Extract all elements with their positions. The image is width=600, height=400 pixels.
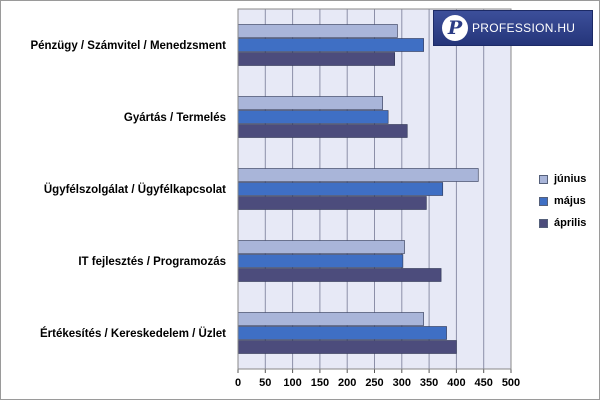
legend-item-aprilis: április — [539, 212, 599, 234]
profession-hu-logo: P PROFESSION.HU — [433, 10, 593, 46]
plot-border — [237, 8, 512, 370]
category-label: Értékesítés / Kereskedelem / Üzlet — [40, 327, 226, 340]
x-tick-label: 450 — [475, 377, 493, 389]
category-label: IT fejlesztés / Programozás — [78, 256, 226, 268]
category-label: Gyártás / Termelés — [124, 112, 226, 124]
logo-p-icon: P — [442, 15, 468, 41]
bar — [237, 38, 424, 52]
bar — [237, 24, 398, 38]
bar — [237, 182, 444, 196]
bar — [237, 196, 427, 210]
category-label: Ügyfélszolgálat / Ügyfélkapcsolat — [44, 183, 226, 196]
bar — [237, 52, 396, 66]
bar — [237, 340, 457, 354]
x-tick-label: 350 — [420, 377, 438, 389]
bar — [237, 268, 442, 282]
x-tick-label: 300 — [393, 377, 411, 389]
x-tick-label: 200 — [338, 377, 356, 389]
x-tick-label: 100 — [283, 377, 301, 389]
legend: június május április — [539, 168, 599, 234]
x-tick-label: 150 — [311, 377, 329, 389]
legend-item-majus: május — [539, 190, 599, 212]
bar — [237, 110, 389, 124]
legend-swatch — [539, 196, 548, 206]
bar — [237, 168, 479, 182]
category-labels: Pénzügy / Számvitel / Menedzsment Gyártás… — [30, 40, 226, 340]
bar — [237, 326, 447, 340]
legend-item-junius: június — [539, 168, 599, 190]
bar — [237, 312, 424, 326]
legend-label: április — [554, 217, 587, 229]
x-tick-label: 250 — [365, 377, 383, 389]
logo-text: PROFESSION.HU — [472, 21, 576, 35]
legend-label: május — [554, 195, 586, 207]
legend-swatch — [539, 174, 548, 184]
x-tick-label: 400 — [447, 377, 465, 389]
bar — [237, 124, 408, 138]
category-label: Pénzügy / Számvitel / Menedzsment — [30, 40, 226, 52]
x-tick-label: 500 — [502, 377, 520, 389]
x-tick-label: 50 — [259, 377, 271, 389]
bar — [237, 254, 404, 268]
bars — [237, 24, 479, 354]
bar — [237, 240, 405, 254]
x-tick-label: 0 — [235, 377, 241, 389]
legend-swatch — [539, 218, 548, 228]
legend-label: június — [554, 173, 587, 185]
axes: 0 50 100 150 200 250 300 350 400 450 500 — [235, 8, 520, 389]
bar — [237, 96, 383, 110]
